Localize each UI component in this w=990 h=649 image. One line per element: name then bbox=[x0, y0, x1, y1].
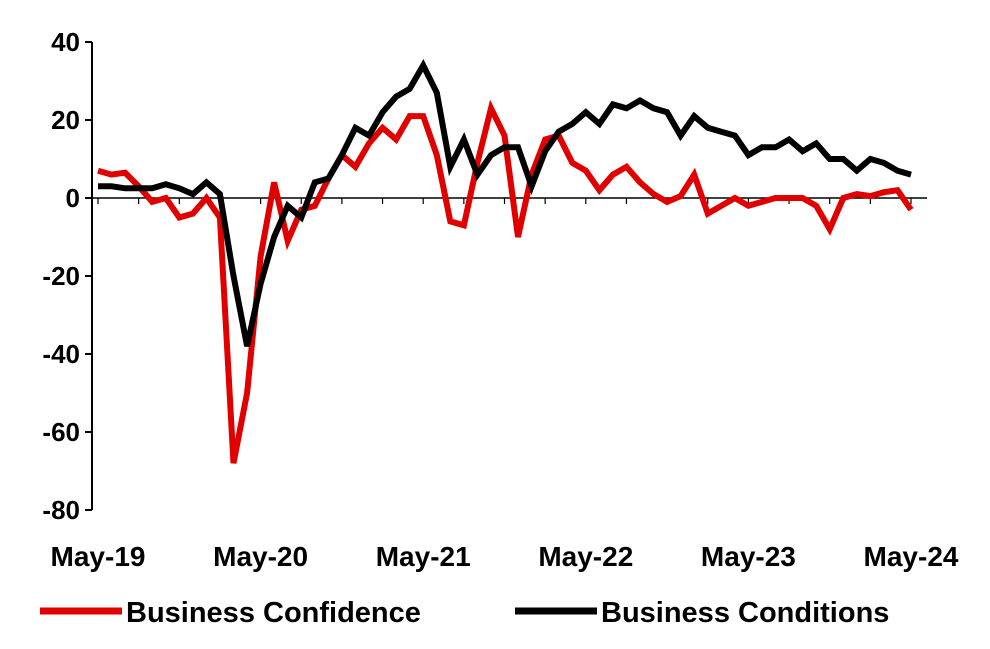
x-tick-label: May-21 bbox=[376, 541, 471, 572]
x-tick-label: May-22 bbox=[538, 541, 633, 572]
business-conditions-line bbox=[98, 59, 912, 347]
y-tick-label: -20 bbox=[42, 261, 80, 291]
axes: 40 20 0 -20 -40 -60 -80 May-19 May-20 May-21 May-2… bbox=[42, 27, 958, 572]
y-tick-label: -80 bbox=[42, 495, 80, 525]
y-tick-label: 0 bbox=[66, 183, 80, 213]
x-tick-label: May-20 bbox=[213, 541, 308, 572]
y-tick-label: 20 bbox=[51, 105, 80, 135]
y-tick-label: -40 bbox=[42, 339, 80, 369]
x-tick-label: May-19 bbox=[51, 541, 146, 572]
legend-label: Business Confidence bbox=[126, 597, 421, 629]
business-confidence-line bbox=[97, 99, 914, 464]
series-lines bbox=[97, 59, 914, 464]
legend-label: Business Conditions bbox=[601, 597, 889, 629]
x-tick-label: May-24 bbox=[864, 541, 959, 572]
x-tick-label: May-23 bbox=[701, 541, 796, 572]
legend: Business Confidence Business Conditions bbox=[40, 597, 889, 629]
y-tick-label: 40 bbox=[51, 27, 80, 57]
y-tick-label: -60 bbox=[42, 417, 80, 447]
